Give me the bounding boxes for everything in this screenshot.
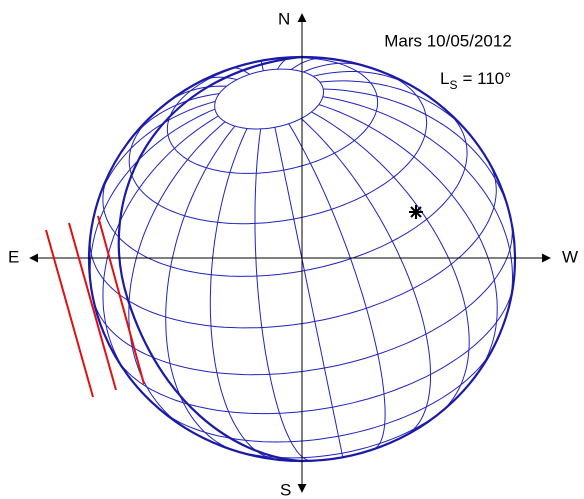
grid-line [162, 350, 493, 442]
grid-line [131, 94, 219, 139]
grid-line [320, 81, 469, 134]
ls-value: = 110° [462, 69, 511, 88]
grid-line [303, 63, 363, 72]
ls-label: LS = 110° [440, 69, 511, 92]
grid-line [312, 112, 470, 414]
grid-line [275, 127, 343, 457]
grid-line [93, 224, 512, 375]
grid-line [227, 407, 447, 458]
grid-line [118, 287, 513, 413]
grid-line [323, 97, 513, 310]
grid-line [289, 124, 385, 450]
south-label: S [280, 480, 291, 499]
ls-symbol: L [440, 69, 449, 88]
red-line [98, 216, 144, 384]
grid-line [261, 61, 263, 71]
grid-line [103, 110, 467, 277]
grid-line [319, 105, 497, 376]
globe-diagram: N S E W Mars 10/05/2012 LS= 110° [0, 0, 584, 499]
grid-line [167, 58, 377, 174]
grid-line [90, 161, 496, 328]
red-line [46, 230, 93, 397]
grid-line [210, 129, 275, 460]
terminator [119, 57, 300, 461]
west-label: W [562, 247, 578, 266]
marker [409, 205, 423, 219]
east-label: E [8, 247, 19, 266]
page: {"labels": {"north": "N", "south": "S", … [0, 0, 584, 499]
north-label: N [278, 9, 290, 28]
ls-subscript: S [449, 78, 457, 92]
grid-line [301, 119, 430, 435]
title: Mars 10/05/2012 [384, 31, 512, 50]
graticule [90, 57, 513, 461]
